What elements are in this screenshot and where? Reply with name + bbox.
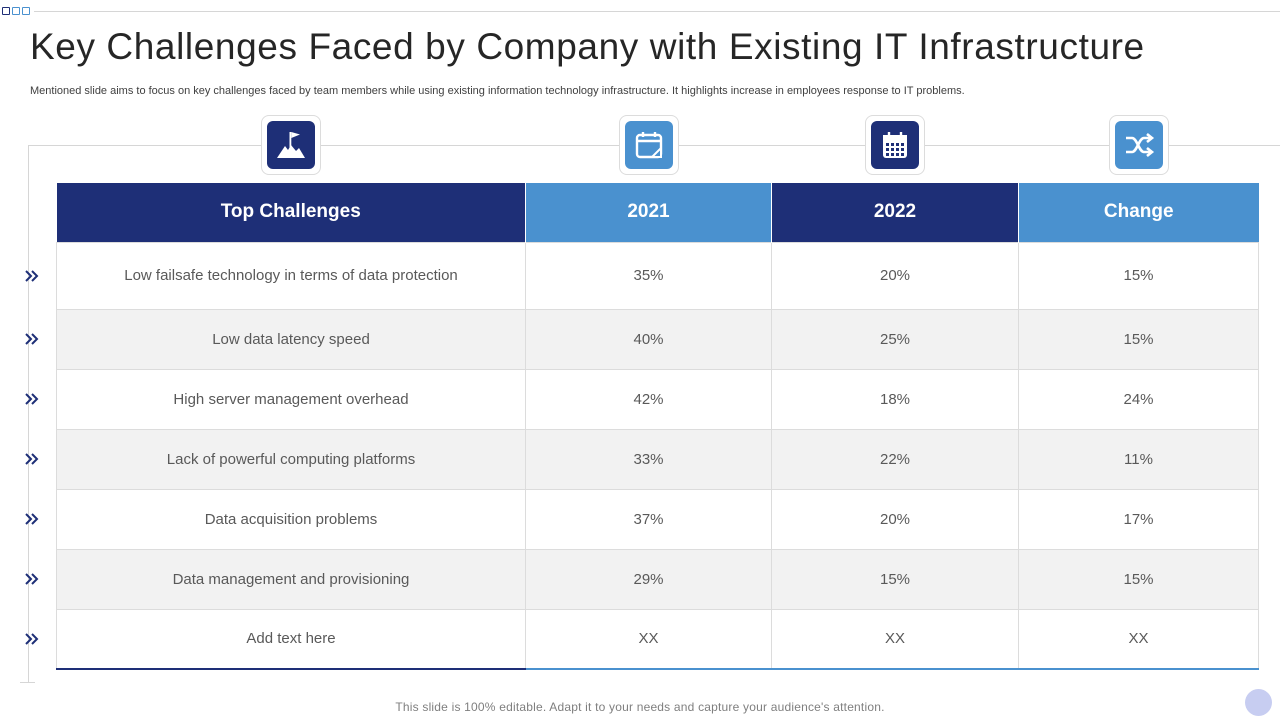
- header-change: Change: [1018, 183, 1259, 242]
- change-cell: 15%: [1018, 548, 1259, 610]
- value-2022-cell: 20%: [771, 488, 1019, 550]
- shuffle-icon: [1115, 121, 1163, 169]
- value-2022-cell: 25%: [771, 308, 1019, 370]
- change-cell: 11%: [1018, 428, 1259, 490]
- chevron-right-icon: [25, 393, 39, 405]
- challenge-cell: Lack of powerful computing platforms: [56, 428, 526, 490]
- table-row: Lack of powerful computing platforms 33%…: [56, 428, 1259, 490]
- table-row: Low failsafe technology in terms of data…: [56, 241, 1259, 310]
- frame-left-line: [28, 145, 29, 683]
- frame-foot-tick: [20, 682, 35, 683]
- chevron-right-icon: [25, 573, 39, 585]
- challenge-cell: Low data latency speed: [56, 308, 526, 370]
- value-2022-cell: 15%: [771, 548, 1019, 610]
- chevron-right-icon: [25, 633, 39, 645]
- value-2021-cell: 42%: [525, 368, 772, 430]
- corner-square: [2, 7, 10, 15]
- change-cell: 15%: [1018, 308, 1259, 370]
- footer-note: This slide is 100% editable. Adapt it to…: [395, 700, 885, 714]
- change-cell: 15%: [1018, 241, 1259, 310]
- value-2021-cell: 35%: [525, 241, 772, 310]
- value-2021-cell: 33%: [525, 428, 772, 490]
- header-2022: 2022: [771, 183, 1019, 242]
- corner-square: [12, 7, 20, 15]
- chevron-right-icon: [25, 333, 39, 345]
- change-cell: 24%: [1018, 368, 1259, 430]
- header-2021: 2021: [525, 183, 772, 242]
- year-2021-icon-tile: [619, 115, 679, 175]
- challenge-cell: Low failsafe technology in terms of data…: [56, 241, 526, 310]
- chevron-right-icon: [25, 453, 39, 465]
- challenge-cell: Data management and provisioning: [56, 548, 526, 610]
- table-header-row: Top Challenges 2021 2022 Change: [56, 183, 1259, 242]
- challenge-cell: Add text here: [56, 608, 526, 670]
- challenges-table: Top Challenges 2021 2022 Change Low fail…: [56, 183, 1259, 670]
- change-cell: XX: [1018, 608, 1259, 670]
- top-rule: [34, 11, 1280, 12]
- corner-dot-decoration: [1245, 689, 1272, 716]
- value-2022-cell: 22%: [771, 428, 1019, 490]
- page-title: Key Challenges Faced by Company with Exi…: [30, 26, 1145, 67]
- chevron-right-icon: [25, 270, 39, 282]
- corner-squares-decoration: [2, 7, 30, 15]
- table-row: Low data latency speed 40% 25% 15%: [56, 308, 1259, 370]
- value-2021-cell: XX: [525, 608, 772, 670]
- table-row: Data acquisition problems 37% 20% 17%: [56, 488, 1259, 550]
- change-cell: 17%: [1018, 488, 1259, 550]
- value-2021-cell: 40%: [525, 308, 772, 370]
- change-icon-tile: [1109, 115, 1169, 175]
- table-row: Add text here XX XX XX: [56, 608, 1259, 670]
- challenges-icon-tile: [261, 115, 321, 175]
- year-2022-icon-tile: [865, 115, 925, 175]
- page-subtitle: Mentioned slide aims to focus on key cha…: [30, 85, 965, 97]
- challenge-cell: Data acquisition problems: [56, 488, 526, 550]
- chevron-right-icon: [25, 513, 39, 525]
- header-top-challenges: Top Challenges: [56, 183, 526, 242]
- calendar-icon: [625, 121, 673, 169]
- challenge-cell: High server management overhead: [56, 368, 526, 430]
- corner-square: [22, 7, 30, 15]
- value-2021-cell: 37%: [525, 488, 772, 550]
- value-2022-cell: 20%: [771, 241, 1019, 310]
- table-row: Data management and provisioning 29% 15%…: [56, 548, 1259, 610]
- calendar-grid-icon: [871, 121, 919, 169]
- value-2021-cell: 29%: [525, 548, 772, 610]
- value-2022-cell: 18%: [771, 368, 1019, 430]
- value-2022-cell: XX: [771, 608, 1019, 670]
- table-row: High server management overhead 42% 18% …: [56, 368, 1259, 430]
- mountain-flag-icon: [267, 121, 315, 169]
